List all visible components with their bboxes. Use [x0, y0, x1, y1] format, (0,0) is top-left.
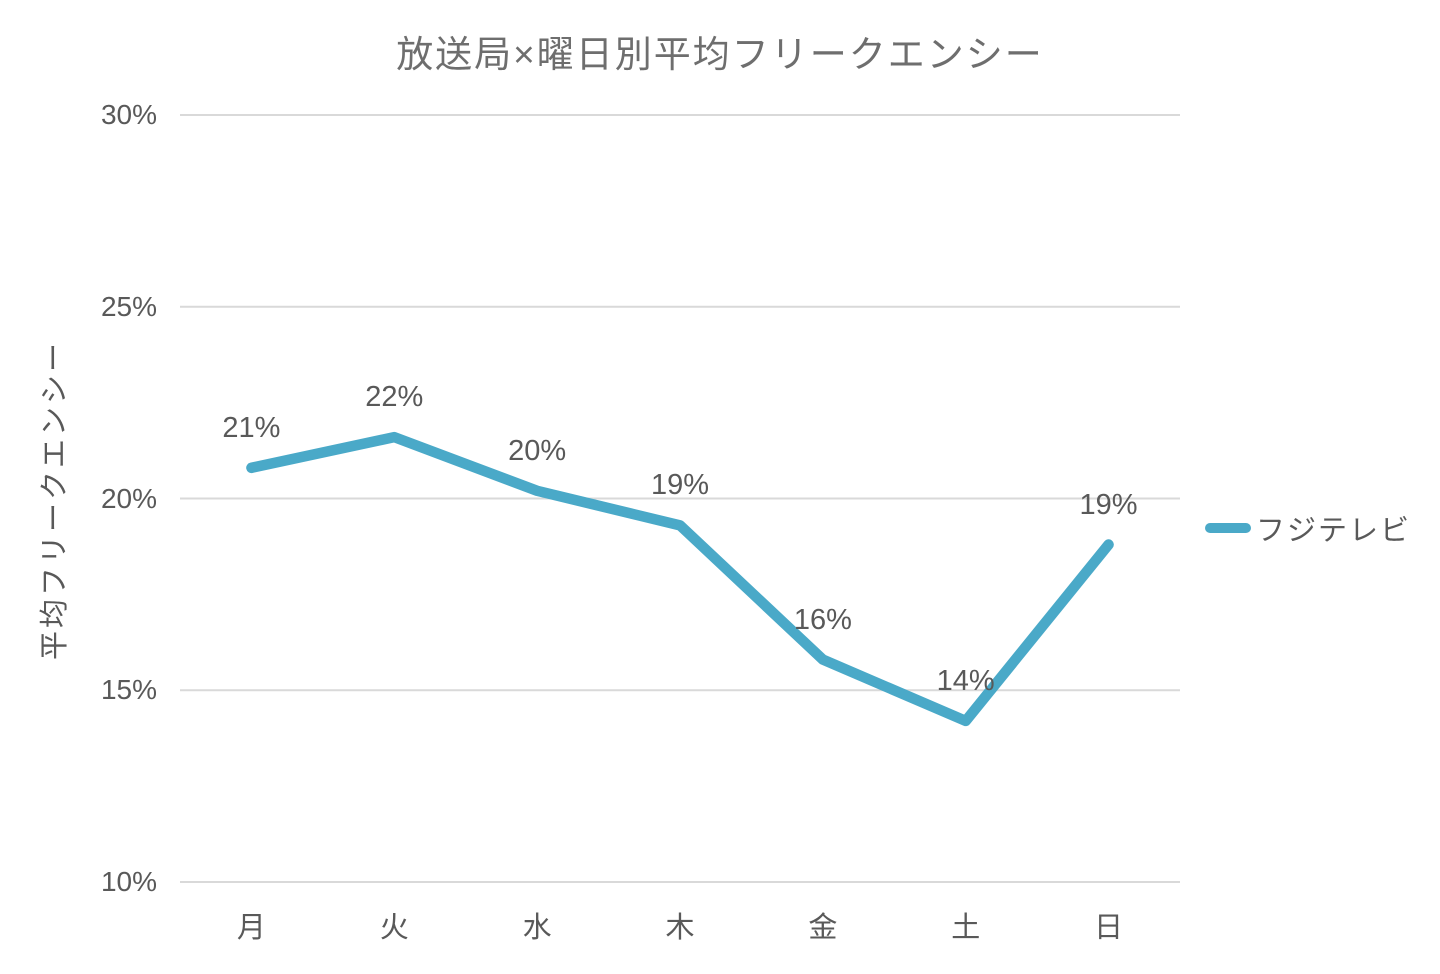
y-tick-label: 10%: [100, 866, 157, 897]
data-label: 22%: [365, 381, 424, 414]
data-label: 20%: [508, 434, 567, 467]
x-tick-label: 月: [236, 912, 266, 944]
data-label: 19%: [1079, 488, 1138, 521]
data-label: 14%: [936, 664, 995, 697]
chart-title: 放送局×曜日別平均フリークエンシー: [396, 34, 1044, 75]
data-label: 19%: [650, 469, 710, 502]
x-tick-label: 木: [665, 912, 695, 944]
series-line: [246, 431, 1114, 727]
x-tick-label: 日: [1094, 912, 1124, 944]
x-tick-label: 火: [379, 912, 409, 944]
legend: フジテレビ: [1205, 513, 1411, 547]
y-tick-label: 15%: [100, 674, 157, 706]
x-tick-label: 金: [808, 912, 838, 944]
legend-swatch-line: [1205, 523, 1251, 533]
x-tick-label: 水: [522, 912, 552, 944]
data-label: 21%: [222, 411, 281, 444]
y-tick-label: 30%: [100, 99, 157, 130]
x-tick-label: 土: [951, 912, 981, 944]
data-label: 16%: [793, 603, 852, 636]
legend-series-label: フジテレビ: [1256, 515, 1412, 547]
y-tick-label: 20%: [100, 482, 157, 514]
y-tick-label: 25%: [100, 290, 157, 322]
